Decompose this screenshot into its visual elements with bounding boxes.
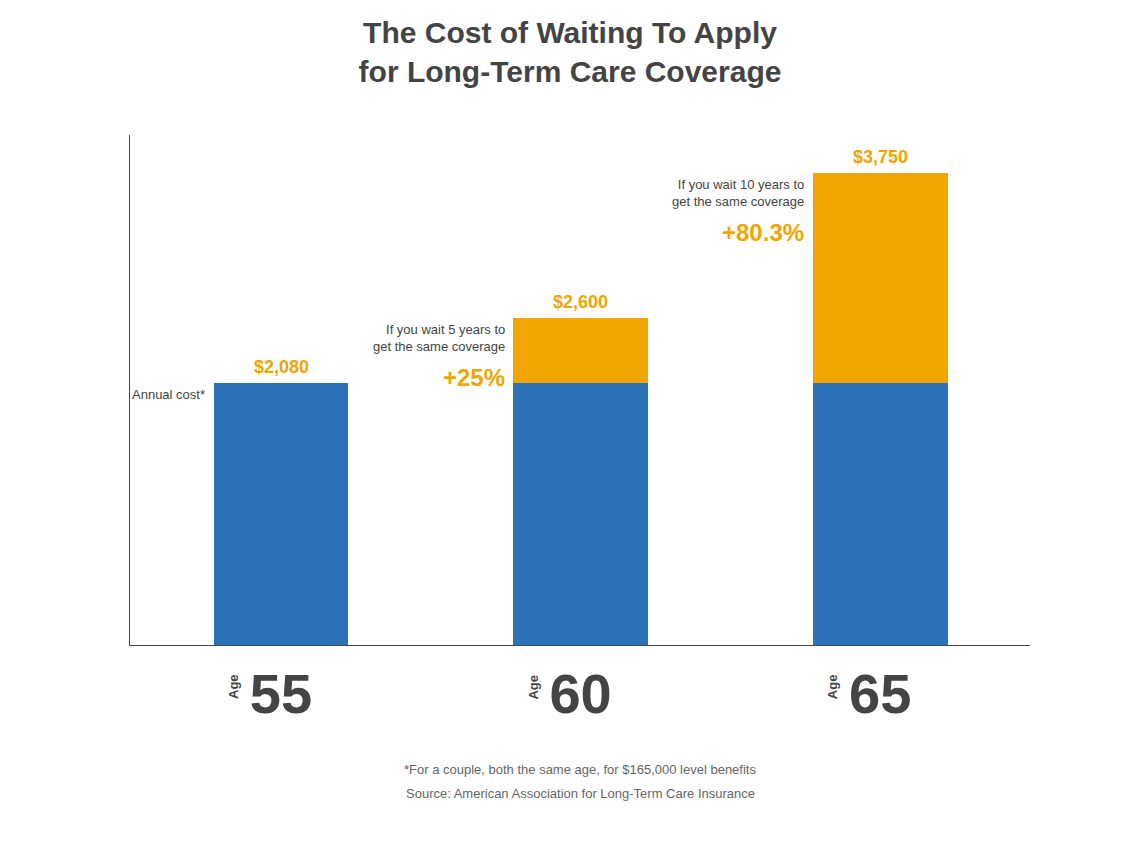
svg-text:If you wait 10 years toget the: If you wait 10 years toget the same cove… <box>672 177 804 209</box>
svg-text:+25%: +25% <box>443 364 505 391</box>
svg-text:$3,750: $3,750 <box>853 147 908 167</box>
svg-text:$2,080: $2,080 <box>254 357 309 377</box>
svg-text:Source: American Association f: Source: American Association for Long-Te… <box>406 786 755 801</box>
svg-text:*For a couple, both the same a: *For a couple, both the same age, for $1… <box>404 762 756 777</box>
svg-text:55: 55 <box>250 662 312 725</box>
svg-text:60: 60 <box>549 662 611 725</box>
svg-text:65: 65 <box>849 662 911 725</box>
svg-text:+80.3%: +80.3% <box>722 219 804 246</box>
svg-text:Annual cost*: Annual cost* <box>132 387 205 402</box>
svg-text:The Cost of Waiting To Applyfo: The Cost of Waiting To Applyfor Long-Ter… <box>359 16 782 88</box>
svg-text:If you wait 5 years toget the: If you wait 5 years toget the same cover… <box>373 322 505 354</box>
svg-text:$2,600: $2,600 <box>553 292 608 312</box>
svg-text:Age: Age <box>825 675 840 700</box>
svg-text:Age: Age <box>226 674 241 699</box>
svg-text:Age: Age <box>526 675 541 700</box>
